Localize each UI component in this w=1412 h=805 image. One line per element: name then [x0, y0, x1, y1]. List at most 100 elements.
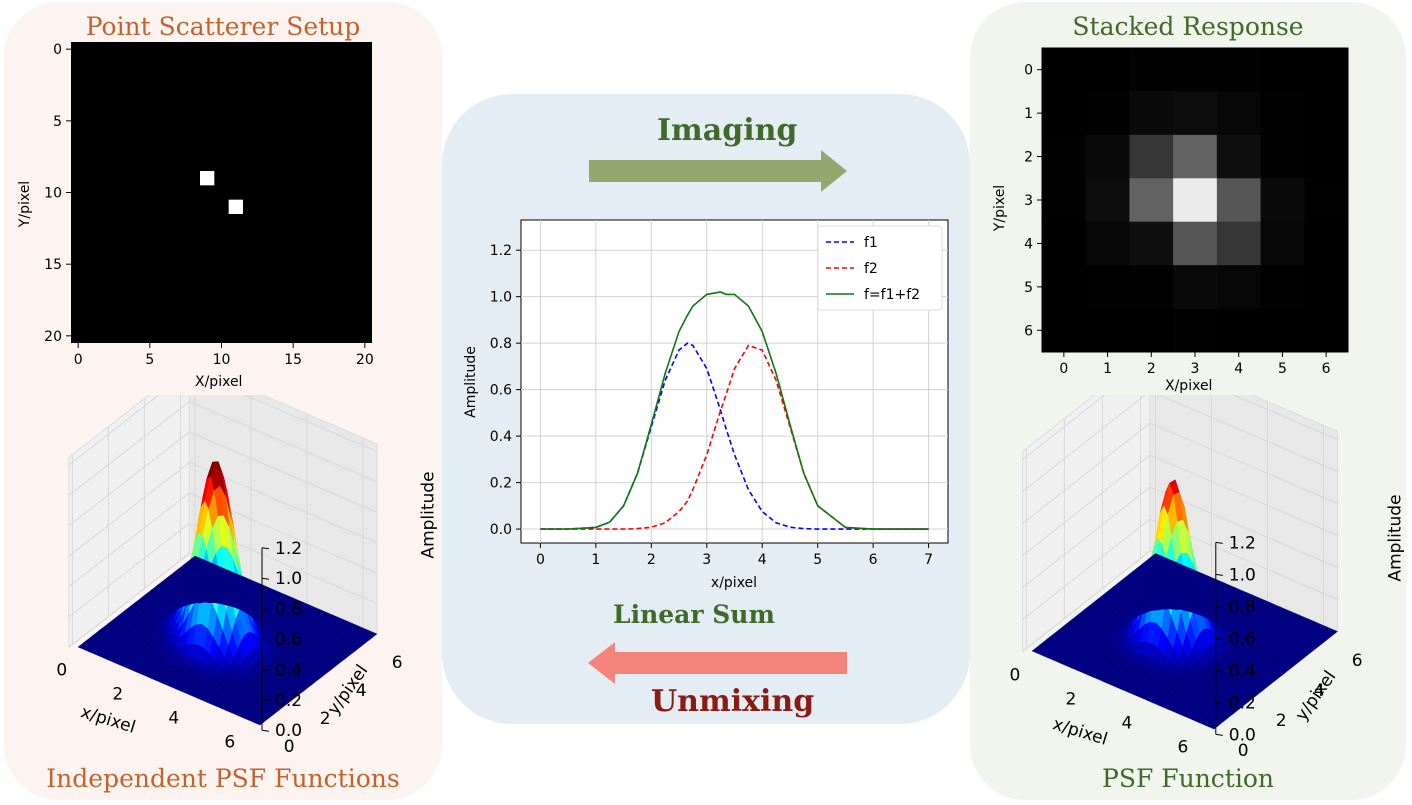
imaging-label: Imaging — [657, 113, 798, 148]
surface-facet — [190, 555, 202, 562]
left-panel-caption: Independent PSF Functions — [46, 764, 400, 793]
y-tick-label: 1 — [1024, 106, 1033, 122]
heatmap-cell — [1129, 221, 1174, 266]
surface-y-tick-label: 6 — [392, 653, 403, 673]
y-tick-label: 0.0 — [490, 522, 512, 538]
heatmap-cell — [1304, 308, 1349, 353]
surface-z-tick — [1215, 573, 1223, 576]
x-tick-label: 4 — [1234, 361, 1243, 377]
y-tick-label: 0.2 — [490, 476, 512, 492]
y-tick-label: 2 — [1024, 150, 1033, 166]
scatterer-heatmap-area — [71, 42, 372, 343]
x-tick-label: 0 — [1059, 361, 1068, 377]
scatterer-heatmap-xlabel: X/pixel — [195, 374, 243, 390]
x-tick-label: 4 — [758, 552, 767, 568]
scatterer-point — [228, 199, 243, 214]
y-tick-label: 0.6 — [490, 383, 512, 399]
y-tick-label: 1.0 — [490, 290, 512, 306]
x-tick-label: 1 — [1103, 361, 1112, 377]
chart-ylabel: Amplitude — [463, 346, 479, 418]
x-tick-label: 3 — [1191, 361, 1200, 377]
x-tick-label: 3 — [702, 552, 711, 568]
y-tick-label: 5 — [1024, 280, 1033, 296]
chart-legend-box — [817, 225, 943, 311]
surface-z-tick — [261, 547, 270, 550]
heatmap-cell — [1260, 91, 1305, 136]
x-tick-label: 1 — [591, 552, 600, 568]
heatmap-cell — [1129, 48, 1174, 92]
surface-x-tick-label: 0 — [1009, 666, 1020, 686]
x-tick-label: 10 — [213, 352, 231, 368]
surface-z-tick — [1215, 605, 1223, 608]
imaging-arrow — [589, 150, 847, 192]
surface-z-tick-label: 0.2 — [275, 691, 302, 711]
heatmap-cell — [1173, 134, 1218, 179]
surface-z-tick-label: 0.0 — [275, 721, 302, 741]
heatmap-cell — [1216, 91, 1262, 136]
left-surface-plot: 0.0 0.2 0.4 0.6 0.8 1.0 1.2 0 2 4 6 0 2 4 6 — [56, 395, 403, 757]
surface-wall-grid — [1022, 395, 1338, 460]
y-tick-label: 0.4 — [490, 429, 512, 445]
surface-z-tick-label: 1.2 — [1229, 533, 1256, 553]
x-tick-label: 5 — [1278, 361, 1287, 377]
y-tick-label: 10 — [44, 186, 62, 202]
stacked-response-heatmap: 0 1 2 3 4 5 6 0 1 2 3 4 5 6 — [1024, 47, 1349, 377]
surface-y-tick-label: 2 — [1276, 711, 1287, 731]
surface-z-tick-label: 1.2 — [275, 539, 302, 559]
y-tick-label: 15 — [44, 257, 62, 273]
heatmap-cell — [1216, 48, 1262, 92]
surface-wall-grid — [68, 492, 378, 587]
x-tick-label: 6 — [1322, 361, 1331, 377]
surface-wall-grid — [1022, 395, 1338, 492]
heatmap-cell — [1042, 178, 1087, 223]
heatmap-cell — [1085, 134, 1130, 179]
heatmap-cell — [1042, 221, 1087, 266]
surface-z-tick-label: 1.0 — [275, 569, 302, 589]
surface-wall-grid — [68, 461, 378, 557]
right-surface-zlabel: Amplitude — [1385, 494, 1406, 582]
series-line-f-f1-f2 — [540, 291, 929, 530]
stacked-heatmap-xlabel: X/pixel — [1165, 378, 1213, 394]
x-tick-label: 6 — [869, 552, 878, 568]
heatmap-cell — [1085, 178, 1130, 223]
heatmap-cell — [1129, 134, 1174, 179]
surface-wall-grid — [68, 522, 378, 618]
surface-y-tick-label: 6 — [1352, 651, 1363, 671]
heatmap-cell — [1304, 178, 1349, 223]
scatterer-heatmap: 0 5 10 15 20 0 5 10 15 20 — [44, 42, 374, 368]
surface-facet — [1151, 553, 1162, 560]
surface-z-tick — [261, 638, 270, 641]
surface-z-tick-label: 0.8 — [275, 600, 302, 620]
heatmap-cell — [1216, 134, 1262, 179]
x-tick-label: 0 — [536, 552, 545, 568]
surface-z-tick — [1215, 637, 1223, 640]
heatmap-cell — [1260, 265, 1305, 310]
surface-y-tick-label: 2 — [320, 709, 331, 729]
heatmap-cell — [1129, 91, 1174, 136]
surface-wall-grid — [1022, 486, 1338, 588]
y-tick-label: 6 — [1024, 323, 1033, 339]
stacked-heatmap-ylabel: Y/pixel — [992, 184, 1009, 232]
surface-z-tick — [261, 729, 270, 732]
y-tick-label: 5 — [53, 114, 62, 130]
surface-z-tick-label: 0.8 — [1229, 597, 1256, 617]
surface-z-tick-label: 0.4 — [275, 660, 302, 680]
x-tick-label: 7 — [924, 552, 933, 568]
heatmap-cell — [1304, 48, 1349, 92]
heatmap-cell — [1085, 91, 1130, 136]
surface-x-tick-label: 4 — [1121, 714, 1132, 734]
surface-wall-grid — [68, 431, 378, 527]
surface-mesh — [77, 461, 378, 726]
heatmap-cell — [1173, 265, 1218, 310]
heatmap-cell — [1173, 91, 1218, 136]
heatmap-cell — [1085, 308, 1130, 353]
surface-wall-grid — [1022, 422, 1338, 524]
legend-label: f1 — [864, 235, 878, 251]
surface-wall-grid — [68, 401, 378, 496]
right-panel-title: Stacked Response — [1072, 12, 1304, 41]
surface-z-tick-label: 0.4 — [1229, 661, 1256, 681]
left-surface-zlabel: Amplitude — [418, 471, 439, 559]
unmixing-arrow — [588, 642, 847, 684]
x-tick-label: 5 — [145, 352, 154, 368]
x-tick-label: 0 — [74, 352, 83, 368]
